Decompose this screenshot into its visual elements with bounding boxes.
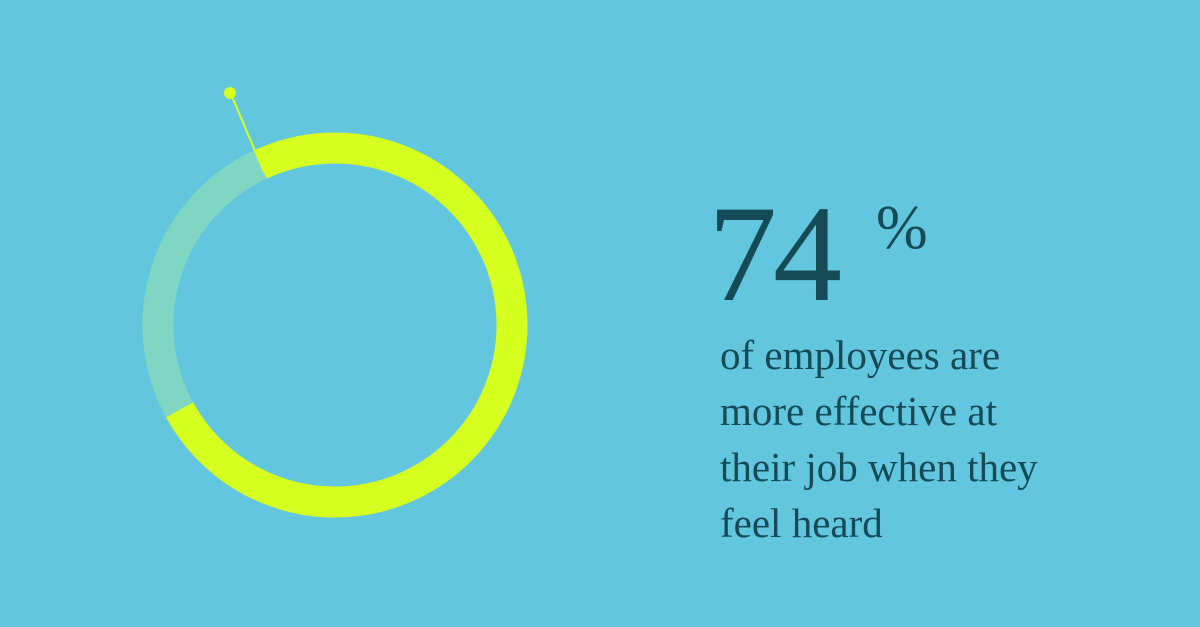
caption-line: their job when they [720,444,1038,490]
donut [142,132,528,518]
caption: of employees are more effective at their j… [720,332,1038,546]
pointer-dot [224,87,236,99]
pointer-line [230,93,265,173]
value-label: 74 [708,177,840,330]
caption-line: feel heard [720,500,883,546]
donut-segment [166,132,528,518]
unit-label: % [876,194,928,262]
caption-line: more effective at [720,388,998,434]
caption-line: of employees are [720,332,1000,378]
donut-segment [142,150,267,418]
